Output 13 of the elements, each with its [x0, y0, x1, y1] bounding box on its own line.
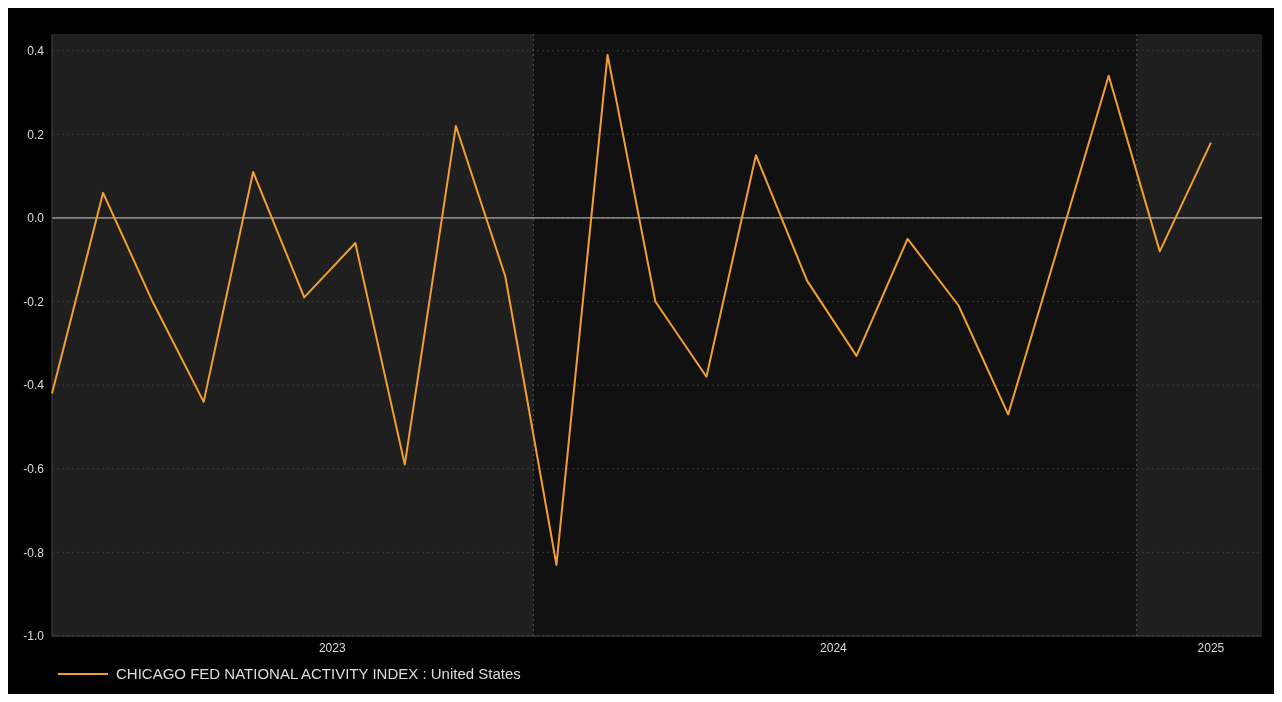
y-tick-label: 0.2: [27, 127, 45, 142]
y-tick-label: -0.8: [23, 545, 45, 560]
y-tick-label: 0.0: [27, 211, 45, 226]
line-series: [51, 53, 1212, 566]
y-tick-label: -0.4: [23, 378, 45, 393]
y-tick-label: -0.2: [23, 294, 45, 309]
y-tick-label: 0.4: [27, 43, 45, 58]
x-tick-label: 2025: [1197, 641, 1225, 655]
legend-label: CHICAGO FED NATIONAL ACTIVITY INDEX : United States: [116, 665, 521, 683]
y-tick-label: -1.0: [23, 629, 45, 644]
x-tick-label: 2023: [318, 641, 346, 655]
y-tick-label: -0.6: [23, 461, 45, 476]
x-tick-label: 2024: [820, 641, 848, 655]
